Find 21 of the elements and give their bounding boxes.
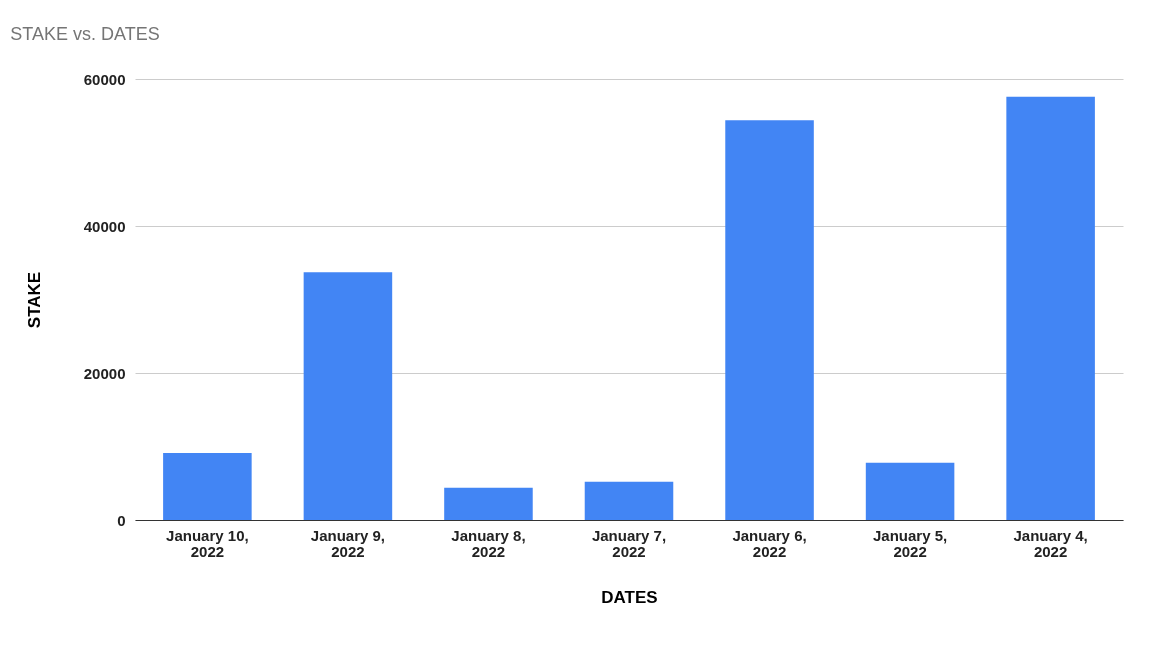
bar xyxy=(303,272,393,520)
bar xyxy=(725,120,814,520)
y-tick-label: 0 xyxy=(117,511,126,529)
y-axis-title: STAKE xyxy=(24,271,44,329)
x-tick-label: January 7, 2022 xyxy=(591,526,667,560)
x-axis-title: DATES xyxy=(601,587,658,607)
x-tick-label: January 6, 2022 xyxy=(732,526,807,560)
y-tick-label: 20000 xyxy=(83,364,126,382)
x-tick-label: January 5, 2022 xyxy=(872,526,948,560)
y-tick-label: 60000 xyxy=(83,70,126,88)
bar xyxy=(444,487,533,520)
bar xyxy=(584,481,674,520)
bar xyxy=(1006,96,1095,520)
x-tick-label: January 8, 2022 xyxy=(451,526,526,560)
y-tick-label: 40000 xyxy=(83,217,126,235)
x-tick-label: January 9, 2022 xyxy=(310,526,386,560)
x-tick-label: January 4, 2022 xyxy=(1013,526,1088,560)
bar xyxy=(163,453,252,520)
bar xyxy=(865,462,955,520)
x-tick-label: January 10, 2022 xyxy=(166,526,249,560)
chart-title: STAKE vs. DATES xyxy=(10,24,160,44)
